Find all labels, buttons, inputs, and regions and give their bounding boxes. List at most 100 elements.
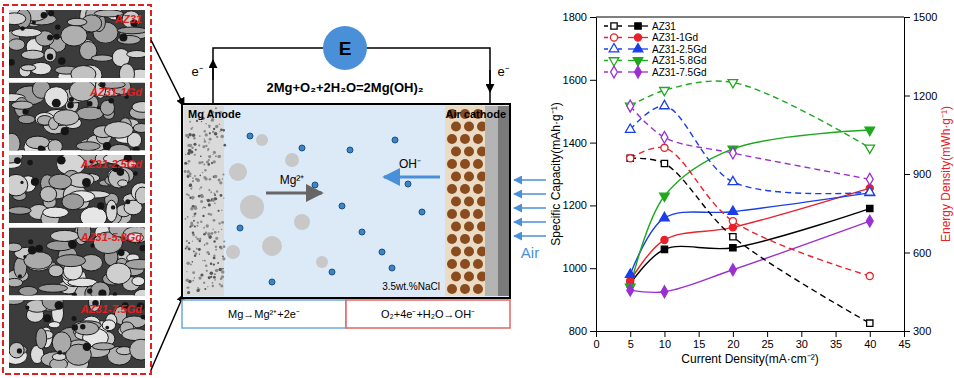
anode-texture <box>220 135 223 138</box>
micrograph-pore <box>113 292 117 295</box>
air-arrow <box>514 235 546 237</box>
anode-texture <box>209 178 211 180</box>
data-point <box>728 176 738 184</box>
anode-texture <box>199 238 201 240</box>
anode-texture <box>193 143 196 146</box>
micrograph-pore <box>132 146 139 150</box>
micrograph-grain <box>9 300 24 304</box>
data-point <box>625 124 635 132</box>
tick: 35 <box>830 331 842 350</box>
anode-texture <box>184 170 187 173</box>
anode-texture <box>198 161 201 164</box>
ion <box>247 133 253 139</box>
anode-texture <box>206 242 209 245</box>
tick-label: 1200 <box>563 199 587 211</box>
micrograph-grain <box>76 107 103 120</box>
micrograph-pore <box>125 199 130 204</box>
cation-label: Mg²⁺ <box>280 173 305 187</box>
anode-texture <box>193 137 196 140</box>
micrograph-grain <box>68 173 94 188</box>
micrograph-label: AZ31-2.5Gd <box>80 158 142 170</box>
cathode-reaction-box <box>346 300 510 328</box>
catalyst-particle <box>460 159 470 169</box>
anode-texture <box>213 255 215 257</box>
micrograph-pore <box>43 314 51 322</box>
anode-texture <box>212 285 214 287</box>
tick-mark <box>904 331 910 332</box>
anode-texture <box>184 218 186 220</box>
hydroxide-particle <box>256 134 268 146</box>
anode-texture <box>215 246 217 248</box>
tick-label: 300 <box>913 325 931 337</box>
cathode-reaction: O₂+4e⁻+H₂O→OH⁻ <box>381 308 475 320</box>
micrograph-grain <box>9 155 23 163</box>
catalyst-particle <box>447 234 457 244</box>
anode-texture <box>214 273 216 275</box>
catalyst-particle <box>473 159 483 169</box>
anode-texture <box>201 161 203 163</box>
anode-texture <box>222 268 224 270</box>
micrograph-grain <box>80 207 107 223</box>
series-line <box>630 106 870 194</box>
tick-label: 1400 <box>563 137 587 149</box>
tick-mark <box>904 174 910 175</box>
micrograph-pore <box>140 245 145 251</box>
micrograph-pore <box>22 109 28 115</box>
anode-texture <box>222 257 225 260</box>
micrograph-pore <box>57 156 66 165</box>
micrograph-grain <box>48 140 62 151</box>
catalyst-particle <box>473 134 483 144</box>
tick-label: 1800 <box>563 11 587 23</box>
anode-texture <box>223 144 226 147</box>
data-point <box>661 160 667 166</box>
micrograph-grain <box>53 110 79 126</box>
anode-texture <box>189 121 191 123</box>
micrograph-grain <box>52 332 71 353</box>
anode-texture <box>219 246 222 249</box>
ion <box>339 203 345 209</box>
anode-texture <box>187 175 190 178</box>
catalyst-particle <box>473 209 483 219</box>
tick-label: 1200 <box>913 90 937 102</box>
anode-texture <box>213 193 215 195</box>
anode-texture <box>216 269 218 271</box>
micrograph-grain <box>106 200 117 222</box>
electron-arrow <box>489 70 491 92</box>
electrolyte <box>182 104 510 298</box>
anode-texture <box>213 219 216 222</box>
anode-texture <box>187 216 189 218</box>
anode-texture <box>220 247 223 250</box>
anode-texture <box>207 199 210 202</box>
micrograph-pore <box>25 306 29 310</box>
anode-texture <box>198 248 201 251</box>
micrograph-pore <box>52 99 61 108</box>
micrograph-pore <box>28 246 37 255</box>
micrograph <box>9 10 145 78</box>
anode-reaction-box <box>182 300 346 328</box>
legend-entry: AZ31-2.5Gd <box>604 43 706 54</box>
cell-frame <box>182 104 510 298</box>
legend-label: AZ31-7.5Gd <box>652 67 706 78</box>
anion-label: OH⁻ <box>399 157 421 171</box>
anode-texture <box>190 188 192 190</box>
micrograph-pore <box>97 106 100 109</box>
air-arrow <box>514 179 546 181</box>
micrograph-grain <box>50 230 79 241</box>
micrograph-pore <box>87 101 92 106</box>
anode-texture <box>206 199 207 200</box>
micrograph <box>9 83 145 151</box>
micrograph-grain <box>91 55 113 61</box>
micrograph-grain <box>19 286 38 295</box>
catalyst-particle <box>460 259 470 269</box>
anode-texture <box>208 253 210 255</box>
micrograph-grain <box>11 101 33 109</box>
tick: 1500 <box>904 11 937 23</box>
anode-texture <box>216 190 218 192</box>
legend-marker <box>635 23 641 29</box>
hydroxide-particle <box>226 245 240 259</box>
micrograph-pore <box>32 20 36 24</box>
anode-texture <box>194 175 196 177</box>
anode-texture <box>185 154 187 156</box>
anode-texture <box>204 140 207 143</box>
micrograph-grain <box>135 187 145 204</box>
